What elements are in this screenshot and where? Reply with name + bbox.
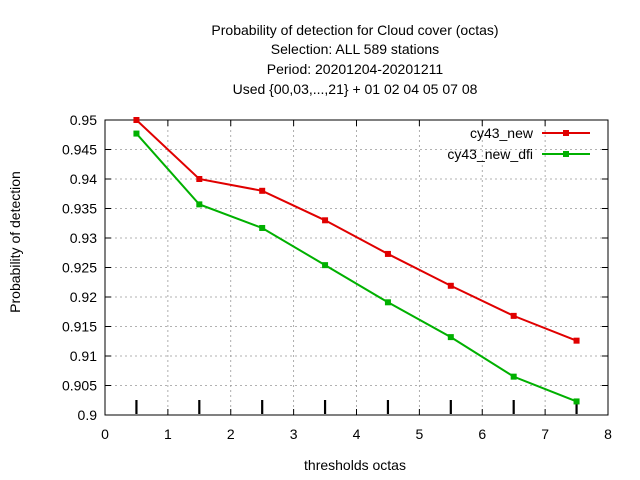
data-point (322, 217, 329, 224)
x-axis-label: thresholds octas (304, 457, 406, 473)
grid-lines (105, 120, 608, 415)
chart-title: Probability of detection for Cloud cover… (211, 22, 498, 97)
y-tick-label: 0.94 (70, 171, 97, 187)
data-point (573, 398, 580, 405)
y-tick-label: 0.93 (70, 230, 97, 246)
y-tick-label: 0.92 (70, 289, 97, 305)
y-tick-label: 0.915 (62, 319, 97, 335)
legend-label: cy43_new_dfi (447, 146, 533, 162)
y-tick-label: 0.905 (62, 378, 97, 394)
x-tick-label: 2 (227, 426, 235, 442)
y-tick-label: 0.91 (70, 348, 97, 364)
title-line-4: Used {00,03,...,21} + 01 02 04 05 07 08 (233, 81, 478, 97)
data-point (384, 250, 391, 257)
x-tick-label: 7 (541, 426, 549, 442)
data-point (259, 187, 266, 194)
title-line-2: Selection: ALL 589 stations (271, 41, 439, 57)
y-tick-label: 0.925 (62, 260, 97, 276)
data-point (133, 117, 140, 123)
legend: cy43_new cy43_new_dfi (447, 125, 590, 162)
x-tick-label: 0 (101, 426, 109, 442)
y-tick-label: 0.935 (62, 201, 97, 217)
series-group (133, 117, 580, 405)
x-tick-label: 6 (478, 426, 486, 442)
data-point (510, 312, 517, 319)
x-tick-labels: 0 1 2 3 4 5 6 7 8 (101, 426, 612, 442)
plot-frame (104, 119, 609, 416)
data-point (322, 262, 329, 269)
y-axis-label: Probability of detection (7, 171, 23, 313)
series-line-2 (135, 132, 577, 403)
series-line-1 (135, 119, 577, 342)
y-tick-label: 0.9 (78, 407, 98, 423)
data-point (384, 299, 391, 306)
data-point (510, 373, 517, 380)
data-point (259, 224, 266, 231)
x-tick-label: 1 (164, 426, 172, 442)
y-tick-label: 0.95 (70, 112, 97, 128)
data-point (196, 176, 203, 182)
y-tick-labels: 0.9 0.905 0.91 0.915 0.92 0.925 0.93 0.935 0.94 0… (62, 112, 97, 423)
data-point (447, 334, 454, 341)
x-tick-label: 8 (604, 426, 612, 442)
x-tick-label: 4 (353, 426, 361, 442)
data-point (573, 337, 580, 344)
data-point (133, 130, 140, 137)
legend-marker (563, 130, 569, 136)
data-point (447, 282, 454, 289)
y-tick-label: 0.945 (62, 142, 97, 158)
legend-marker (563, 151, 569, 157)
title-line-3: Period: 20201204-20201211 (267, 61, 444, 77)
x-tick-label: 5 (415, 426, 423, 442)
title-line-1: Probability of detection for Cloud cover… (211, 22, 498, 38)
legend-label: cy43_new (470, 125, 534, 141)
x-tick-label: 3 (290, 426, 298, 442)
axis-ticks (104, 119, 609, 416)
data-point (196, 201, 203, 208)
